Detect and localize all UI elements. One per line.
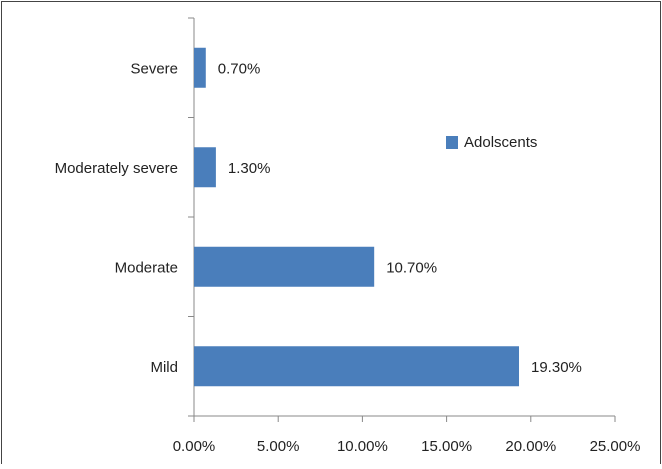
bar (194, 147, 216, 188)
x-tick-label: 5.00% (257, 438, 300, 455)
value-label: 10.70% (386, 260, 437, 277)
y-tick-label: Moderate (115, 260, 178, 277)
x-tick-label: 20.00% (505, 438, 556, 455)
bar (194, 47, 206, 88)
value-label: 19.30% (531, 359, 582, 376)
legend-label: Adolscents (464, 134, 537, 151)
bar (194, 246, 375, 287)
y-tick-label: Moderately severe (55, 160, 178, 177)
y-tick-label: Mild (150, 359, 178, 376)
x-tick-label: 0.00% (173, 438, 216, 455)
x-tick-label: 25.00% (590, 438, 641, 455)
value-label: 0.70% (218, 61, 261, 78)
x-tick-label: 10.00% (337, 438, 388, 455)
bar (194, 346, 520, 387)
legend-swatch (446, 136, 458, 149)
y-tick-label: Severe (130, 61, 178, 78)
x-tick-label: 15.00% (421, 438, 472, 455)
value-label: 1.30% (228, 160, 271, 177)
